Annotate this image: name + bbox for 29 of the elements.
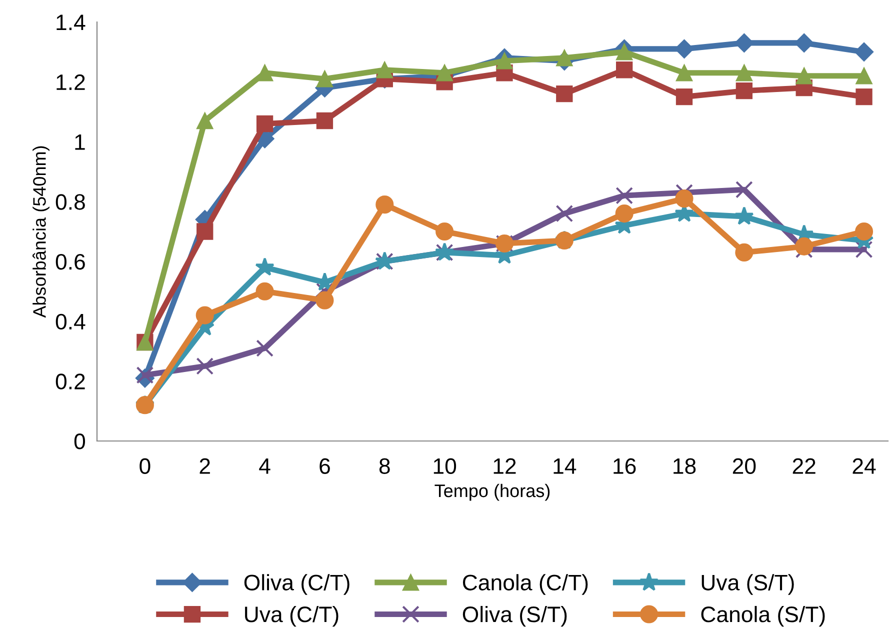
legend-label: Canola (S/T) bbox=[701, 606, 825, 627]
legend-label: Uva (S/T) bbox=[702, 574, 794, 595]
x-tick-label: 22 bbox=[792, 458, 816, 474]
y-axis-title: Absorbância (540nm) bbox=[32, 146, 50, 318]
legend-label: Oliva (S/T) bbox=[462, 606, 567, 627]
y-tick-label: 1 bbox=[75, 134, 85, 150]
x-tick-label: 4 bbox=[259, 458, 270, 474]
x-tick-label: 0 bbox=[140, 458, 150, 474]
x-tick-label: 12 bbox=[494, 458, 516, 474]
y-tick-label: 0.6 bbox=[56, 254, 85, 270]
x-tick-label: 16 bbox=[614, 458, 636, 474]
x-axis-title: Tempo (horas) bbox=[434, 484, 550, 501]
legend-label: Uva (C/T) bbox=[245, 606, 338, 627]
y-tick-label: 1.2 bbox=[56, 74, 85, 90]
x-tick-label: 18 bbox=[674, 458, 696, 474]
legend-label: Oliva (C/T) bbox=[244, 574, 350, 595]
x-tick-label: 8 bbox=[379, 458, 390, 474]
y-tick-label: 0 bbox=[74, 434, 86, 450]
legend-label: Canola (C/T) bbox=[462, 574, 588, 595]
x-tick-label: 6 bbox=[320, 458, 330, 474]
y-tick-label: 0.8 bbox=[56, 194, 85, 210]
y-tick-label: 1.4 bbox=[56, 14, 86, 30]
x-tick-label: 2 bbox=[200, 458, 210, 474]
x-tick-label: 20 bbox=[732, 458, 756, 474]
y-tick-label: 0.4 bbox=[56, 314, 86, 330]
y-tick-label: 0.2 bbox=[56, 374, 85, 390]
x-tick-label: 10 bbox=[434, 458, 456, 474]
x-tick-label: 14 bbox=[554, 458, 576, 474]
x-tick-label: 24 bbox=[852, 458, 876, 474]
